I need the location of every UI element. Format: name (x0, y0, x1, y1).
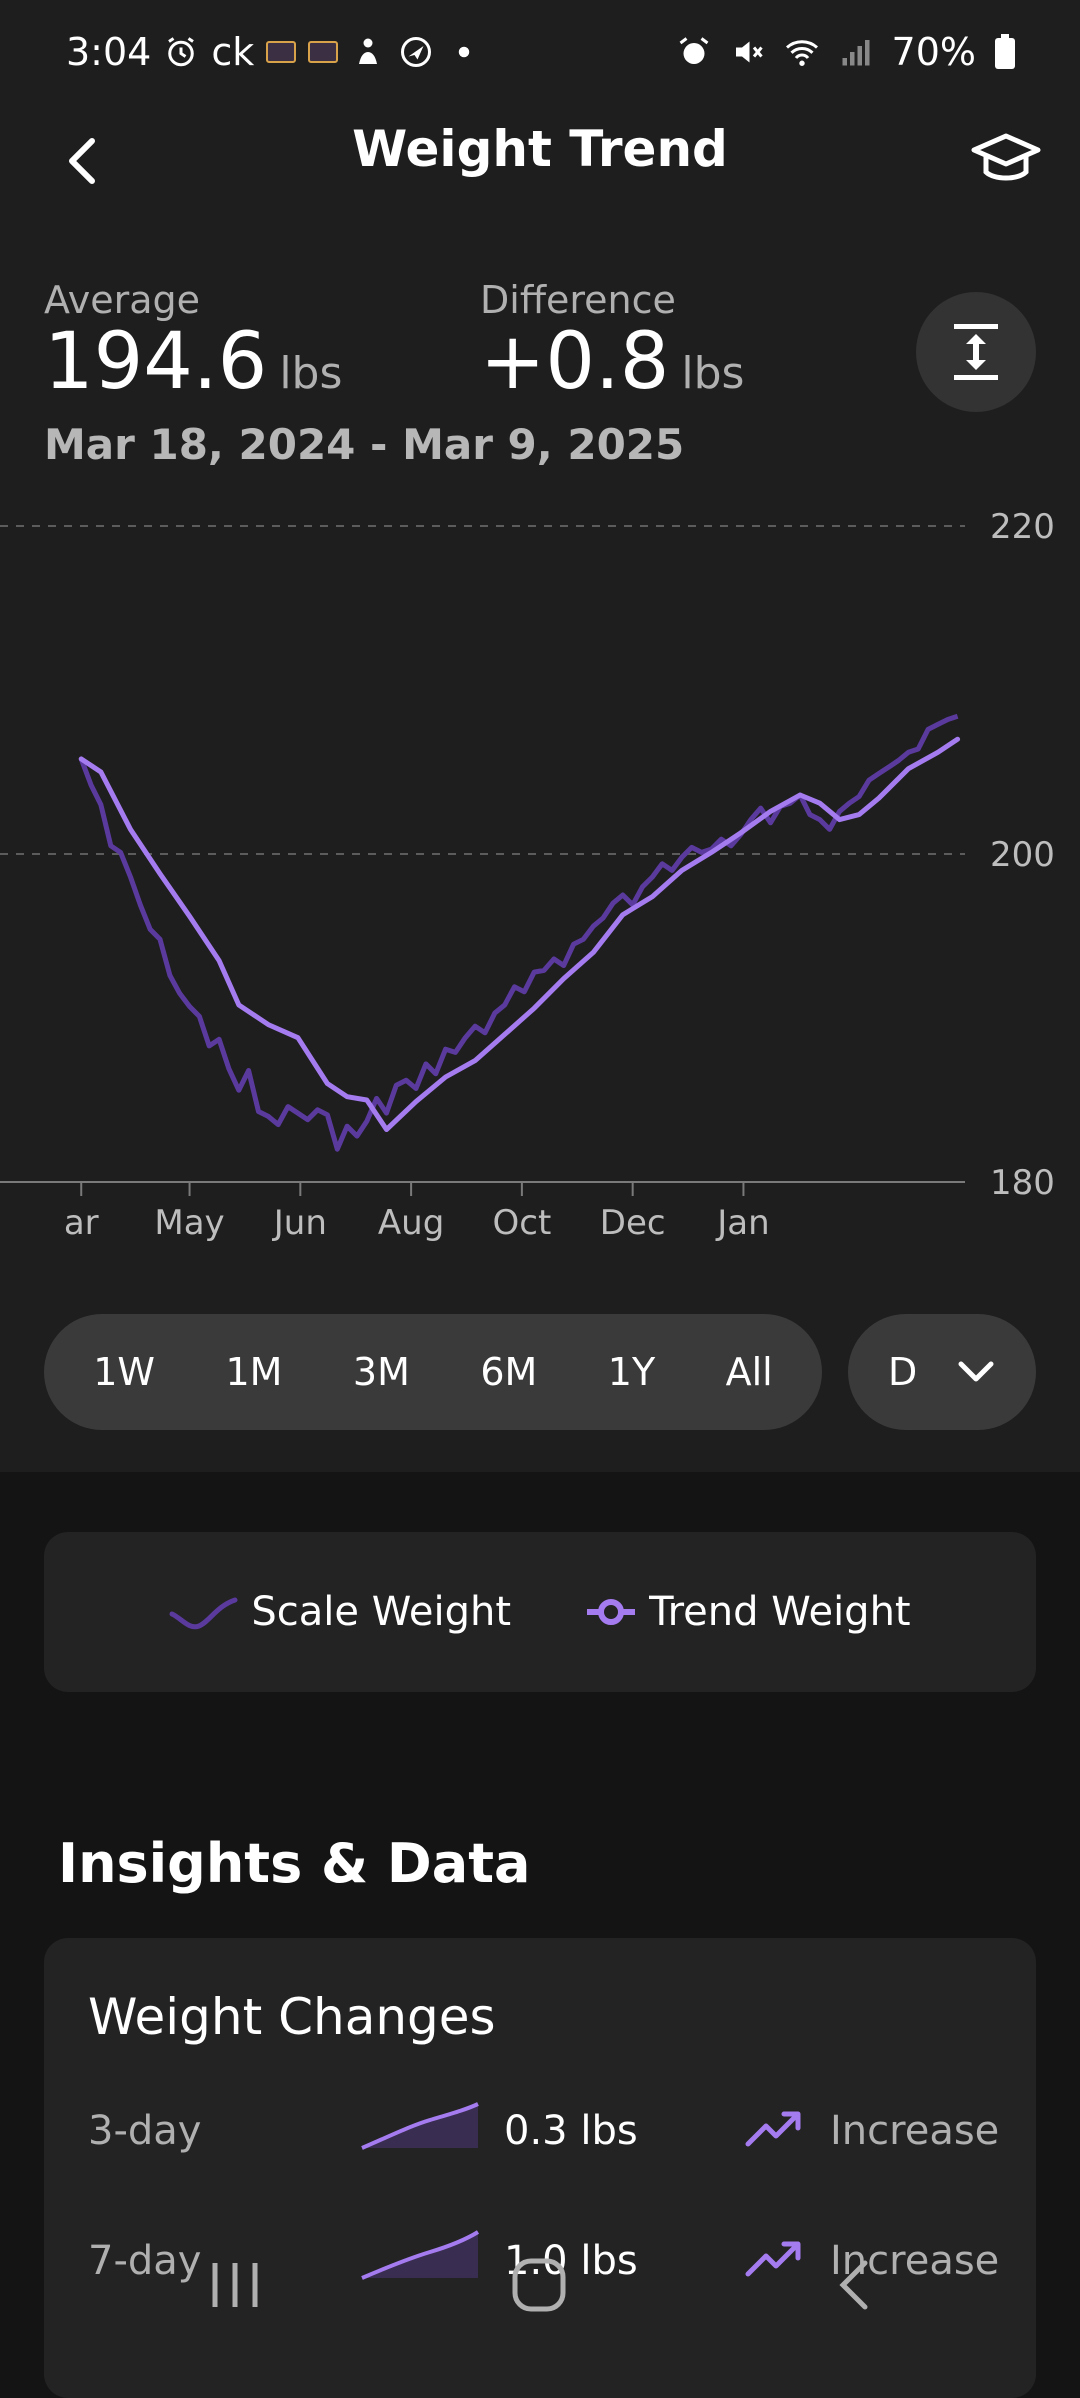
mute-icon (735, 41, 763, 63)
system-back-icon (839, 2260, 868, 2310)
status-left: 3:04 ck (66, 30, 482, 74)
x-tick-label: Dec (600, 1203, 666, 1243)
app-header: Weight Trend (0, 110, 1080, 270)
difference-value-row: +0.8 lbs (480, 321, 745, 404)
page-title: Weight Trend (352, 120, 728, 178)
legend-trend-weight: Trend Weight (585, 1589, 911, 1635)
notification-app-icon (266, 41, 297, 63)
x-tick-label: Aug (378, 1203, 444, 1243)
x-tick-label: May (154, 1203, 224, 1243)
expand-chart-button[interactable] (916, 292, 1036, 412)
increase-sparkline-icon (361, 2230, 480, 2280)
trend-line-icon (587, 1599, 636, 1625)
difference-value: +0.8 (480, 317, 670, 407)
x-tick-label: Jun (272, 1203, 327, 1243)
wifi-icon (785, 40, 818, 66)
trend-weight-line (78, 736, 961, 1132)
chevron-down-icon (958, 1361, 994, 1382)
average-stat: Average 194.6 lbs (44, 278, 342, 404)
difference-label: Difference (480, 278, 676, 322)
difference-stat: Difference +0.8 lbs (480, 278, 744, 404)
y-tick-label: 220 (990, 507, 1055, 547)
system-navigation-bar (0, 2220, 1080, 2340)
range-3m[interactable]: 3M (352, 1350, 410, 1394)
range-6m[interactable]: 6M (480, 1350, 538, 1394)
y-tick-label: 200 (990, 835, 1055, 875)
expand-vertical-icon (954, 324, 998, 380)
x-tick-label: ar (64, 1203, 99, 1243)
system-back-button[interactable] (818, 2250, 888, 2320)
weight-change-row: 3-day 0.3 lbs Increase (88, 2088, 1008, 2178)
insights-title: Insights & Data (58, 1832, 531, 1895)
range-1w[interactable]: 1W (93, 1350, 155, 1394)
signal-icon (842, 40, 870, 66)
date-range: Mar 18, 2024 - Mar 9, 2025 (44, 420, 685, 469)
y-tick-label: 180 (990, 1163, 1055, 1203)
average-label: Average (44, 278, 201, 322)
chart-svg: 220 200 180 ar May Jun Aug Oct Dec Jan (0, 507, 1055, 1243)
scale-weight-line (78, 713, 959, 1152)
alarm-icon (168, 37, 195, 67)
more-notifications-dot-icon (459, 46, 470, 58)
home-icon (512, 2258, 566, 2312)
period-dropdown[interactable]: D (848, 1314, 1036, 1430)
status-carrier: ck (211, 30, 255, 74)
average-value: 194.6 (44, 317, 268, 407)
recent-apps-icon (212, 2263, 258, 2307)
legend-scale-weight: Scale Weight (169, 1589, 511, 1635)
notification-figure-icon (359, 38, 378, 64)
alarm-icon (679, 37, 708, 64)
chevron-left-icon (69, 138, 95, 184)
legend-scale-label: Scale Weight (251, 1589, 512, 1635)
change-period: 3-day (88, 2108, 202, 2154)
difference-unit: lbs (681, 348, 745, 399)
change-period: 7-day (88, 2238, 202, 2284)
chart-legend: Scale Weight Trend Weight (44, 1532, 1036, 1692)
weight-changes-card[interactable]: Weight Changes 3-day 0.3 lbs Increase 7-… (44, 1938, 1036, 2398)
increase-sparkline-icon (361, 2102, 479, 2150)
range-1m[interactable]: 1M (225, 1350, 283, 1394)
battery-icon (995, 34, 1015, 69)
status-bar: 3:04 ck 70% (0, 0, 1080, 110)
trending-up-icon (745, 2111, 801, 2147)
weight-chart[interactable]: 220 200 180 ar May Jun Aug Oct Dec Jan (0, 490, 1080, 1250)
back-button[interactable] (52, 126, 112, 196)
x-tick-label: Jan (715, 1203, 769, 1243)
status-time: 3:04 (66, 30, 152, 74)
change-direction: Increase (830, 2238, 1000, 2284)
range-all[interactable]: All (725, 1350, 773, 1394)
notification-app-icon (308, 41, 339, 63)
notification-navigation-icon (401, 37, 432, 67)
average-unit: lbs (279, 348, 343, 399)
top-section (0, 0, 1080, 1472)
graduation-cap-icon (971, 133, 1041, 181)
recent-apps-button[interactable] (200, 2250, 270, 2320)
average-value-row: 194.6 lbs (44, 321, 343, 404)
home-button[interactable] (504, 2250, 574, 2320)
change-direction: Increase (830, 2108, 1000, 2154)
x-tick-label: Oct (492, 1203, 551, 1243)
status-right: 70% (676, 30, 1016, 74)
scale-line-icon (169, 1597, 238, 1630)
trending-up-icon (745, 2241, 801, 2277)
weight-changes-title: Weight Changes (88, 1988, 496, 2046)
battery-percent: 70% (891, 30, 976, 74)
time-range-selector: 1W 1M 3M 6M 1Y All (44, 1314, 822, 1430)
change-value: 0.3 lbs (504, 2108, 638, 2154)
range-1y[interactable]: 1Y (607, 1350, 656, 1394)
period-value: D (888, 1350, 918, 1394)
legend-trend-label: Trend Weight (649, 1589, 911, 1635)
learn-button[interactable] (966, 120, 1046, 200)
